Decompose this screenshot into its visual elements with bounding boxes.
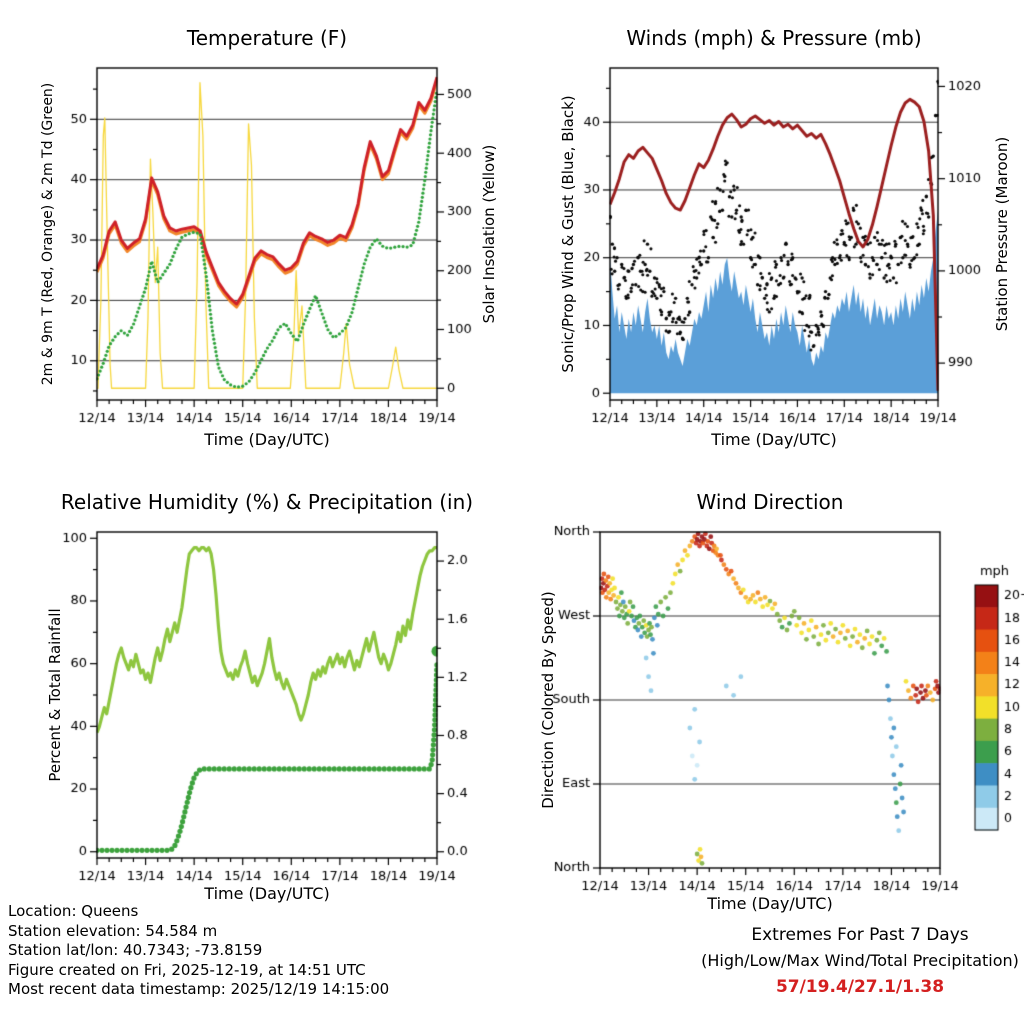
- figure-created: Figure created on Fri, 2025-12-19, at 14…: [8, 960, 366, 979]
- humidity-ylabel-left: Percent & Total Rainfall: [46, 608, 64, 782]
- wind-direction-xlabel: Time (Day/UTC): [707, 894, 833, 913]
- extremes-title: Extremes For Past 7 Days: [751, 925, 969, 945]
- station-latlon: Station lat/lon: 40.7343; -73.8159: [8, 941, 263, 959]
- station-info-block: Location: Queens Station elevation: 54.5…: [8, 902, 389, 1000]
- temperature-ylabel-left: 2m & 9m T (Red, Orange) & 2m Td (Green): [40, 82, 56, 386]
- wind-direction-ylabel-left: Direction (Colored By Speed): [539, 591, 557, 809]
- humidity-title: Relative Humidity (%) & Precipitation (i…: [60, 490, 474, 514]
- temperature-title: Temperature (F): [186, 26, 348, 50]
- winds-title: Winds (mph) & Pressure (mb): [626, 26, 922, 50]
- winds-ylabel-right: Station Pressure (Maroon): [993, 136, 1011, 332]
- winds-chart-canvas: [512, 0, 1024, 470]
- extremes-values: 57/19.4/27.1/1.38: [775, 977, 945, 997]
- temperature-chart-canvas: [0, 0, 512, 470]
- wind-direction-title: Wind Direction: [696, 490, 844, 514]
- temperature-xlabel: Time (Day/UTC): [204, 430, 330, 449]
- humidity-panel: Relative Humidity (%) & Precipitation (i…: [0, 470, 512, 915]
- temperature-ylabel-right: Solar Insolation (Yellow): [480, 144, 498, 324]
- temperature-panel: Temperature (F) 2m & 9m T (Red, Orange) …: [0, 0, 512, 470]
- humidity-chart-canvas: [0, 470, 512, 915]
- station-location: Location: Queens: [8, 902, 139, 920]
- wind-direction-chart-canvas: [512, 470, 1024, 920]
- winds-panel: Winds (mph) & Pressure (mb) Sonic/Prop W…: [512, 0, 1024, 470]
- winds-ylabel-left: Sonic/Prop Wind & Gust (Blue, Black): [559, 95, 577, 373]
- recent-timestamp: Most recent data timestamp: 2025/12/19 1…: [8, 980, 390, 998]
- station-elevation: Station elevation: 54.584 m: [8, 921, 218, 940]
- extremes-subtitle: (High/Low/Max Wind/Total Precipitation): [701, 951, 1019, 970]
- extremes-block: Extremes For Past 7 Days (High/Low/Max W…: [690, 922, 1024, 1000]
- wind-direction-panel: Wind Direction Direction (Colored By Spe…: [512, 470, 1024, 920]
- winds-xlabel: Time (Day/UTC): [711, 430, 837, 449]
- humidity-xlabel: Time (Day/UTC): [204, 884, 330, 903]
